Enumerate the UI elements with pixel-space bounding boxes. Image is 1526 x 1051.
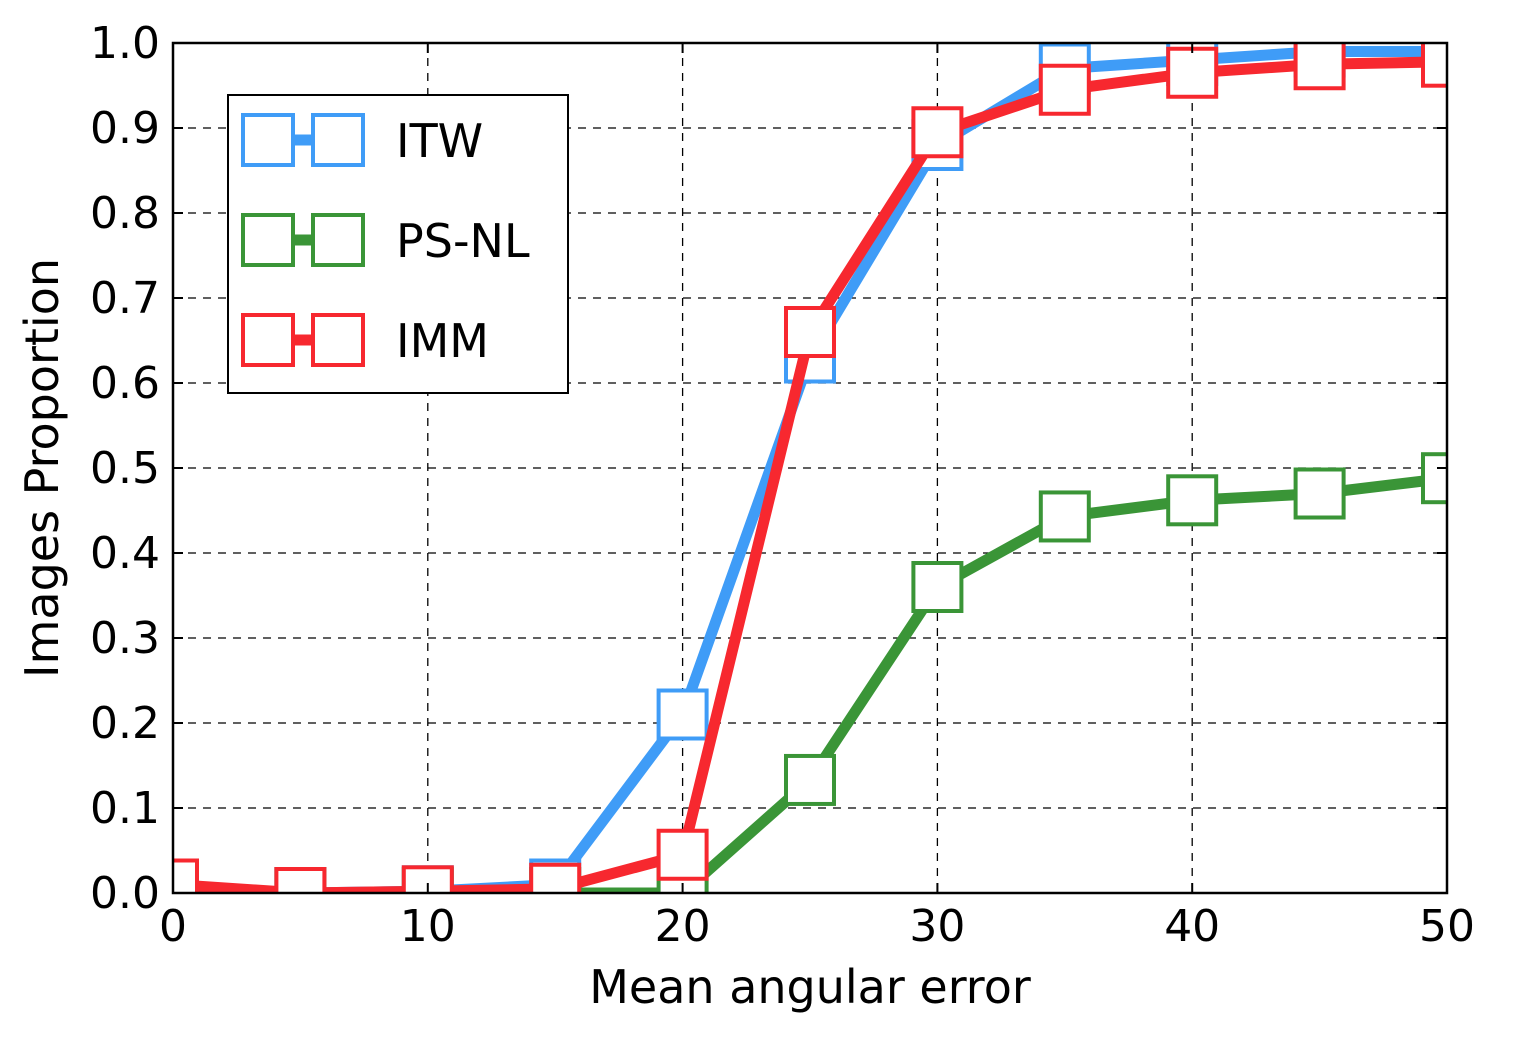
legend-marker-imm: [311, 313, 365, 367]
y-tick-label: 0.7: [90, 273, 160, 324]
data-point-imm: [1421, 43, 1447, 88]
data-point-itw: [656, 688, 709, 741]
y-tick-label: 0.2: [90, 698, 160, 749]
x-axis-title: Mean angular error: [589, 960, 1031, 1014]
x-tick-label: 20: [655, 901, 711, 952]
legend: ITW PS-NL IMM: [227, 94, 569, 394]
legend-marker-ps-nl: [311, 213, 365, 267]
legend-label-ps-nl: PS-NL: [396, 214, 530, 268]
data-point-ps-nl: [1038, 490, 1091, 543]
x-tick-label: 40: [1164, 901, 1220, 952]
y-tick-label: 0.3: [90, 613, 160, 664]
data-point-imm: [656, 828, 709, 881]
x-tick-label: 0: [159, 901, 187, 952]
data-point-ps-nl: [911, 561, 964, 613]
data-point-imm: [173, 858, 199, 893]
y-tick-label: 0.9: [90, 103, 160, 154]
data-point-imm: [274, 867, 327, 893]
data-point-imm: [1293, 43, 1346, 91]
y-tick-label: 0.0: [90, 868, 160, 919]
series-layer: [173, 43, 1447, 893]
y-tick-label: 0.4: [90, 528, 160, 579]
y-tick-label: 0.1: [90, 783, 160, 834]
axis-ticks: 0 10 20 30 40 50 0.0 0.1 0.2 0.3 0.4 0.5 0.6 0.7 0.8 0.…: [90, 18, 1475, 952]
legend-label-itw: ITW: [396, 114, 483, 168]
y-tick-label: 0.8: [90, 188, 160, 239]
y-axis-title: Images Proportion: [15, 258, 69, 678]
legend-marker-itw: [241, 113, 295, 167]
data-point-imm: [911, 106, 964, 159]
y-tick-label: 0.6: [90, 358, 160, 409]
x-tick-label: 30: [909, 901, 965, 952]
data-point-imm: [529, 862, 582, 893]
legend-marker-imm: [241, 313, 295, 367]
legend-marker-ps-nl: [241, 213, 295, 267]
data-point-ps-nl: [784, 753, 836, 806]
data-point-ps-nl: [1166, 474, 1219, 527]
x-tick-label: 10: [400, 901, 456, 952]
data-point-ps-nl: [1421, 452, 1447, 505]
legend-marker-itw: [311, 113, 365, 167]
y-tick-label: 0.5: [90, 443, 160, 494]
data-point-imm: [784, 306, 836, 358]
x-tick-label: 50: [1419, 901, 1475, 952]
data-point-imm: [1038, 63, 1091, 116]
y-tick-label: 1.0: [90, 18, 160, 69]
data-point-imm: [1166, 46, 1219, 99]
data-point-ps-nl: [1293, 467, 1346, 520]
legend-label-imm: IMM: [396, 314, 489, 368]
